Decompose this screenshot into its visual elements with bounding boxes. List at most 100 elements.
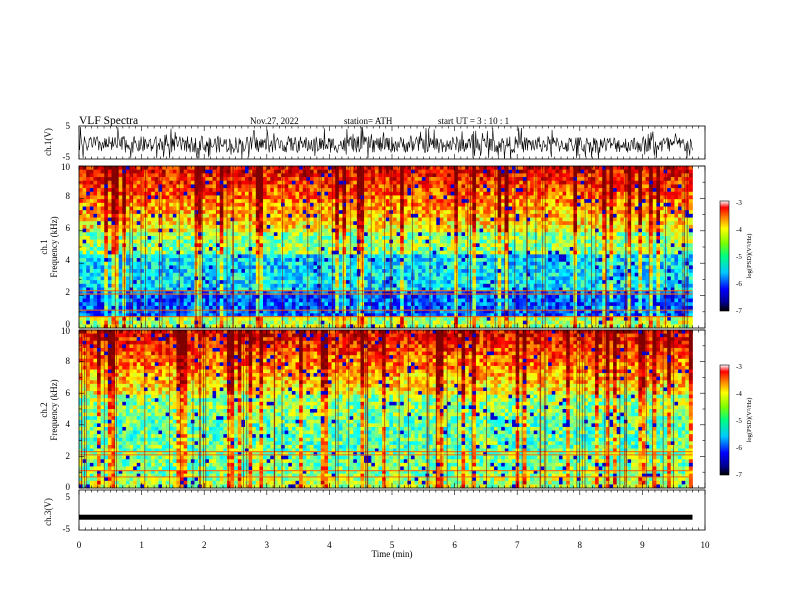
ch1-spectrogram-cell	[385, 280, 390, 285]
ch1-spectrogram-cell	[183, 221, 188, 226]
ch1-spectrogram-cell	[245, 294, 249, 299]
ch1-spectrogram-cell	[245, 166, 249, 171]
ch1-spectrogram-cell	[190, 309, 195, 314]
ch1-spectrogram-cell	[356, 247, 361, 252]
ch1-spectrogram-cell	[169, 173, 174, 178]
ch1-spectrogram-cell	[349, 305, 354, 310]
ch1-spectrogram-cell	[162, 313, 166, 318]
ch1-spectrogram-cell	[418, 265, 423, 270]
ch1-spectrogram-cell	[450, 221, 455, 226]
ch1-spectrogram-cell	[82, 302, 87, 307]
ch1-spectrogram-cell	[223, 276, 228, 281]
ch1-spectrogram-cell	[407, 269, 412, 274]
ch1-spectrogram-cell	[136, 309, 141, 314]
ch1-spectrogram-cell	[299, 280, 304, 285]
ch1-spectrogram-cell	[172, 180, 177, 185]
ch1-spectrogram-cell	[208, 265, 213, 270]
ch1-spectrogram-cell	[400, 217, 405, 222]
ch1-spectrogram-cell	[154, 320, 159, 325]
ch1-spectrogram-cell	[328, 247, 332, 252]
ch1-spectrogram-cell	[190, 239, 195, 244]
ch1-spectrogram-cell	[183, 276, 188, 281]
ch1-spectrogram-cell	[263, 221, 267, 226]
ch1-spectrogram-cell	[295, 298, 300, 303]
ch1-spectrogram-cell	[259, 235, 264, 240]
ch1-spectrogram-cell	[82, 254, 87, 259]
ch1-spectrogram-cell	[277, 247, 282, 252]
ch1-spectrogram-cell	[266, 320, 271, 325]
ch1-spectrogram-cell	[309, 276, 314, 281]
ch1-spectrogram-cell	[457, 309, 462, 314]
ch1-spectrogram-cell	[356, 195, 361, 200]
ch1-spectrogram-cell	[100, 169, 105, 174]
ch1-spectrogram-cell	[180, 316, 184, 321]
ch1-spectrogram-cell	[154, 294, 159, 299]
ch1-spectrogram-cell	[367, 224, 372, 229]
ch1-spectrogram-cell	[93, 217, 98, 222]
ch1-spectrogram-cell	[418, 298, 423, 303]
ch1-spectrogram-cell	[255, 180, 260, 185]
ch1-spectrogram-cell	[172, 250, 177, 255]
ch1-spectrogram-cell	[154, 305, 159, 310]
ch1-spectrogram-cell	[291, 173, 296, 178]
ch1-spectrogram-cell	[364, 316, 369, 321]
ch1-spectrogram-cell	[400, 243, 405, 248]
ch1-spectrogram-cell	[447, 309, 452, 314]
ch1-spectrogram-cell	[356, 287, 361, 292]
ch1-spectrogram-cell	[180, 287, 184, 292]
ch1-spectrogram-cell	[266, 177, 271, 182]
ch1-spectrogram-cell	[259, 180, 264, 185]
ch1-spectrogram-cell	[324, 232, 329, 237]
ch1-spectrogram-cell	[385, 210, 390, 215]
ch1-spectrogram-cell	[115, 280, 120, 285]
ch1-spectrogram-cell	[133, 320, 138, 325]
ch1-spectrogram-cell	[118, 302, 123, 307]
ch1-spectrogram-cell	[436, 210, 441, 215]
ch1-spectrogram-cell	[367, 206, 372, 211]
ch1-spectrogram-cell	[342, 235, 347, 240]
ch1-spectrogram-cell	[353, 291, 358, 296]
ch1-spectrogram-cell	[147, 199, 152, 204]
ch1-spectrogram-cell	[299, 217, 304, 222]
ch1-spectrogram-cell	[140, 169, 145, 174]
ch1-spectrogram-cell	[385, 184, 390, 189]
ch1-spectrogram-cell	[169, 254, 174, 259]
ch1-spectrogram-cell	[107, 291, 112, 296]
ch1-spectrogram-cell	[331, 173, 336, 178]
ch1-spectrogram-cell	[263, 309, 267, 314]
ch1-spectrogram-cell	[392, 302, 397, 307]
ch1-spectrogram-cell	[129, 294, 134, 299]
ch1-spectrogram-cell	[378, 224, 383, 229]
ch1-spectrogram-cell	[288, 239, 293, 244]
ch1-spectrogram-cell	[255, 224, 260, 229]
ch1-spectrogram-cell	[183, 254, 188, 259]
ch1-spectrogram-cell	[115, 221, 120, 226]
ch1-spectrogram-cell	[89, 206, 94, 211]
ch1-spectrogram-cell	[79, 316, 83, 321]
ch1-spectrogram-cell	[465, 221, 470, 226]
ch1-spectrogram-cell	[313, 316, 318, 321]
ch1-spectrogram-cell	[299, 232, 304, 237]
ch1-spectrogram-cell	[320, 188, 325, 193]
ch1-spectrogram-cell	[151, 258, 156, 263]
ch1-spectrogram-cell	[136, 224, 141, 229]
ch1-spectrogram-cell	[421, 191, 426, 196]
ch1-spectrogram-cell	[374, 206, 379, 211]
ch1-spectrogram-cell	[129, 191, 134, 196]
ch1-spectrogram-cell	[320, 250, 325, 255]
ch1-spectrogram-cell	[382, 287, 387, 292]
ch1-spectrogram-cell	[302, 309, 307, 314]
ch1-spectrogram-cell	[299, 221, 304, 226]
ch1-spectrogram-cell	[403, 206, 408, 211]
ch1-spectrogram-cell	[371, 250, 376, 255]
ch1-spectrogram-cell	[291, 287, 296, 292]
ch1-spectrogram-cell	[291, 188, 296, 193]
ch1-spectrogram-cell	[223, 213, 228, 218]
ch1-spectrogram-cell	[371, 206, 376, 211]
ch1-spectrogram-cell	[439, 313, 444, 318]
ch1-spectrogram-cell	[299, 287, 304, 292]
ch1-spectrogram-cell	[115, 258, 120, 263]
ch1-spectrogram-cell	[374, 254, 379, 259]
ch1-spectrogram-cell	[447, 269, 452, 274]
ch1-spectrogram-cell	[89, 232, 94, 237]
